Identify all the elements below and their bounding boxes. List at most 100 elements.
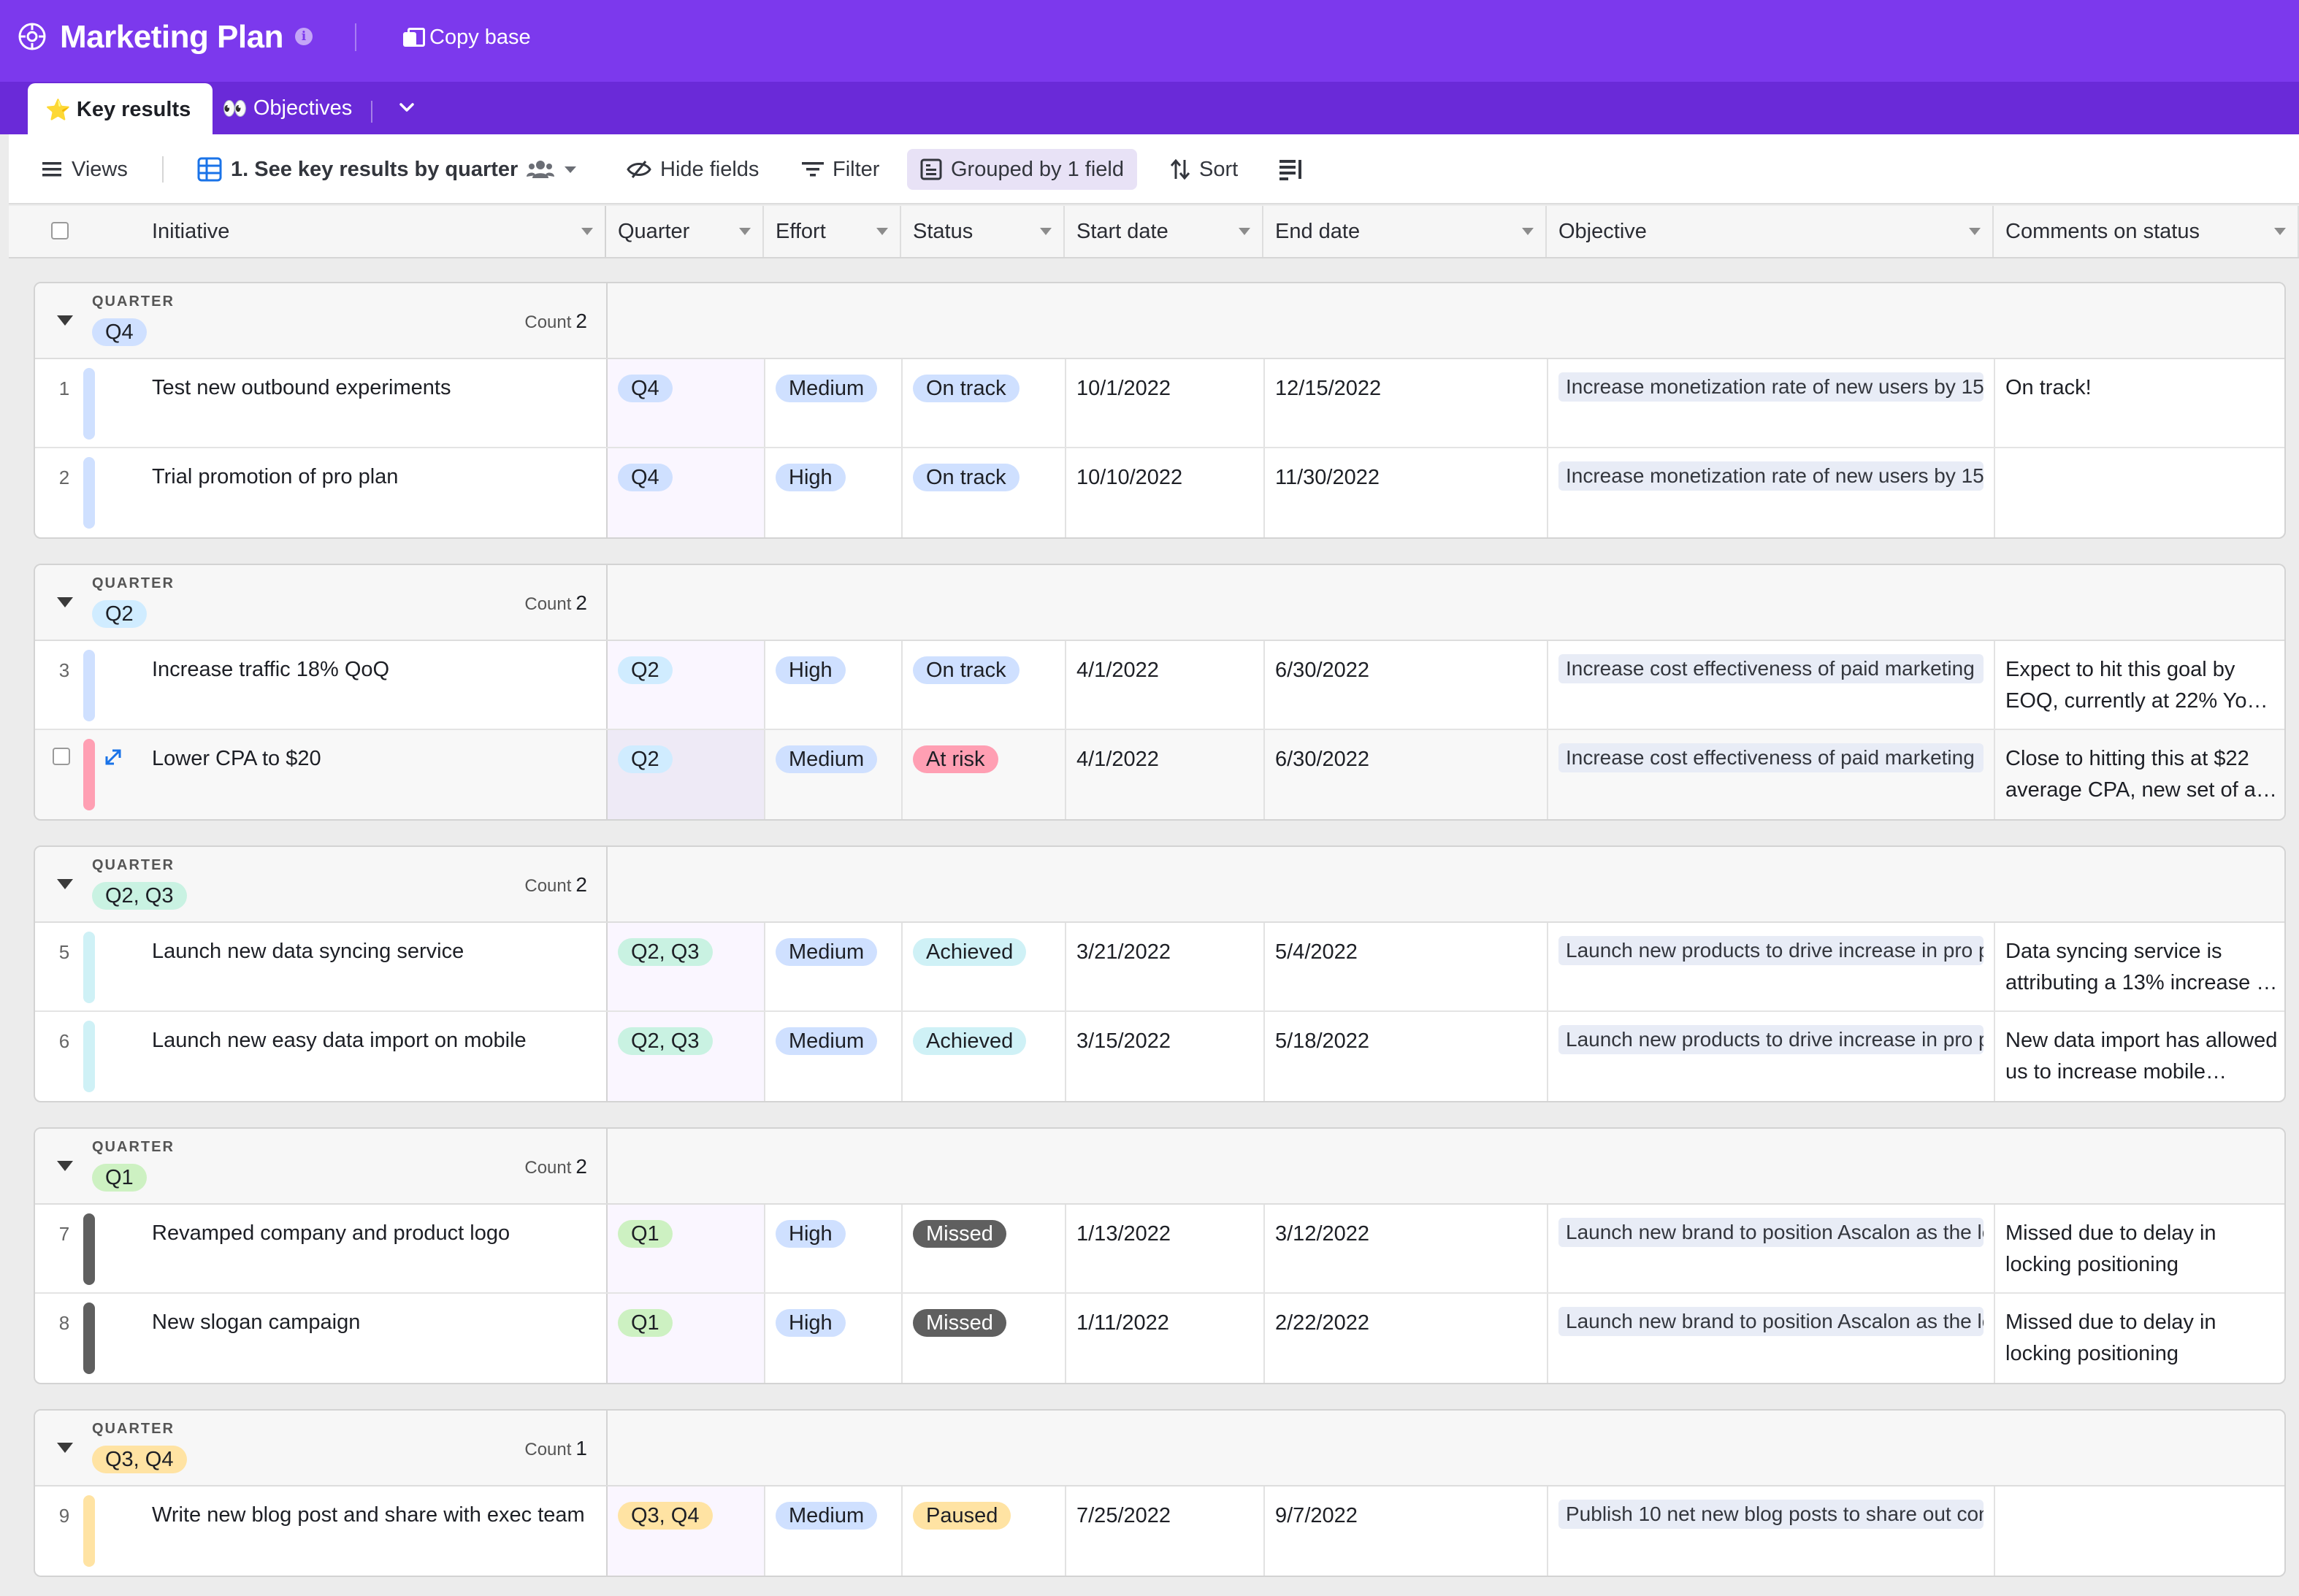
- objective-link[interactable]: Increase cost effectiveness of paid mark…: [1558, 743, 1984, 772]
- cell-status[interactable]: Achieved: [903, 923, 1066, 1010]
- cell-start-date[interactable]: 1/13/2022: [1066, 1205, 1265, 1292]
- row-checkbox[interactable]: [53, 748, 70, 765]
- cell-initiative[interactable]: 2 Trial promotion of pro plan: [35, 448, 608, 537]
- cell-comments[interactable]: Close to hitting this at $22 average CPA…: [1995, 730, 2284, 819]
- table-row[interactable]: 9 Write new blog post and share with exec…: [35, 1486, 2284, 1576]
- cell-effort[interactable]: High: [765, 1205, 903, 1292]
- cell-end-date[interactable]: 12/15/2022: [1265, 359, 1548, 447]
- cell-objective[interactable]: Increase cost effectiveness of paid mark…: [1548, 730, 1995, 819]
- cell-initiative[interactable]: Lower CPA to $20: [35, 730, 608, 819]
- objective-link[interactable]: Launch new brand to position Ascalon as …: [1558, 1307, 1984, 1336]
- copy-base-button[interactable]: Copy base: [403, 25, 531, 50]
- group-header[interactable]: QUARTER Q3, Q4 Count 1: [35, 1411, 2284, 1486]
- column-end-date[interactable]: End date: [1263, 206, 1547, 257]
- group-header[interactable]: QUARTER Q2, Q3 Count 2: [35, 847, 2284, 923]
- cell-comments[interactable]: Expect to hit this goal by EOQ, currentl…: [1995, 641, 2284, 729]
- base-title[interactable]: Marketing Plan: [60, 19, 283, 55]
- objective-link[interactable]: Increase cost effectiveness of paid mark…: [1558, 654, 1984, 683]
- objective-link[interactable]: Launch new products to drive increase in…: [1558, 1025, 1984, 1054]
- tab-objectives[interactable]: 👀 Objectives: [222, 82, 352, 134]
- cell-comments[interactable]: On track!: [1995, 359, 2284, 447]
- cell-initiative[interactable]: 3 Increase traffic 18% QoQ: [35, 641, 608, 729]
- objective-link[interactable]: Increase monetization rate of new users …: [1558, 372, 1984, 402]
- sort-button[interactable]: Sort: [1170, 149, 1238, 190]
- objective-link[interactable]: Publish 10 net new blog posts to share o…: [1558, 1500, 1984, 1529]
- cell-start-date[interactable]: 10/10/2022: [1066, 448, 1265, 537]
- column-menu-icon[interactable]: [1239, 228, 1250, 235]
- cell-status[interactable]: Paused: [903, 1486, 1066, 1576]
- column-comments[interactable]: Comments on status: [1994, 206, 2299, 257]
- collapse-caret-icon[interactable]: [57, 1443, 73, 1453]
- cell-effort[interactable]: High: [765, 1294, 903, 1383]
- cell-objective[interactable]: Launch new products to drive increase in…: [1548, 923, 1995, 1010]
- column-menu-icon[interactable]: [2274, 228, 2286, 235]
- cell-status[interactable]: On track: [903, 641, 1066, 729]
- cell-quarter[interactable]: Q4: [608, 359, 765, 447]
- column-status[interactable]: Status: [901, 206, 1065, 257]
- objective-link[interactable]: Launch new brand to position Ascalon as …: [1558, 1218, 1984, 1247]
- cell-quarter[interactable]: Q2, Q3: [608, 923, 765, 1010]
- chevron-down-icon[interactable]: [394, 95, 419, 120]
- column-menu-icon[interactable]: [876, 228, 888, 235]
- cell-end-date[interactable]: 11/30/2022: [1265, 448, 1548, 537]
- group-button[interactable]: Grouped by 1 field: [907, 149, 1137, 190]
- cell-quarter[interactable]: Q1: [608, 1294, 765, 1383]
- cell-comments[interactable]: [1995, 448, 2284, 537]
- cell-comments[interactable]: [1995, 1486, 2284, 1576]
- cell-status[interactable]: Missed: [903, 1294, 1066, 1383]
- cell-comments[interactable]: Missed due to delay in locking positioni…: [1995, 1294, 2284, 1383]
- column-start-date[interactable]: Start date: [1065, 206, 1263, 257]
- cell-initiative[interactable]: 8 New slogan campaign: [35, 1294, 608, 1383]
- column-menu-icon[interactable]: [581, 228, 593, 235]
- cell-initiative[interactable]: 1 Test new outbound experiments: [35, 359, 608, 447]
- cell-objective[interactable]: Publish 10 net new blog posts to share o…: [1548, 1486, 1995, 1576]
- tab-key-results[interactable]: ⭐ Key results: [28, 83, 213, 136]
- cell-status[interactable]: On track: [903, 448, 1066, 537]
- base-logo-icon[interactable]: [18, 22, 47, 51]
- cell-effort[interactable]: Medium: [765, 730, 903, 819]
- cell-quarter[interactable]: Q2: [608, 730, 765, 819]
- cell-objective[interactable]: Launch new products to drive increase in…: [1548, 1012, 1995, 1101]
- views-button[interactable]: Views: [42, 149, 128, 190]
- cell-effort[interactable]: High: [765, 641, 903, 729]
- cell-end-date[interactable]: 3/12/2022: [1265, 1205, 1548, 1292]
- cell-status[interactable]: Achieved: [903, 1012, 1066, 1101]
- cell-end-date[interactable]: 6/30/2022: [1265, 730, 1548, 819]
- cell-effort[interactable]: Medium: [765, 1012, 903, 1101]
- cell-objective[interactable]: Increase cost effectiveness of paid mark…: [1548, 641, 1995, 729]
- group-header[interactable]: QUARTER Q1 Count 2: [35, 1129, 2284, 1205]
- cell-start-date[interactable]: 3/21/2022: [1066, 923, 1265, 1010]
- cell-quarter[interactable]: Q3, Q4: [608, 1486, 765, 1576]
- cell-start-date[interactable]: 3/15/2022: [1066, 1012, 1265, 1101]
- cell-effort[interactable]: Medium: [765, 923, 903, 1010]
- select-all-checkbox[interactable]: [51, 222, 69, 239]
- cell-objective[interactable]: Increase monetization rate of new users …: [1548, 448, 1995, 537]
- collapse-caret-icon[interactable]: [57, 879, 73, 889]
- cell-quarter[interactable]: Q2: [608, 641, 765, 729]
- table-row[interactable]: 2 Trial promotion of pro plan Q4 High On tra…: [35, 448, 2284, 537]
- row-height-button[interactable]: [1279, 149, 1303, 190]
- cell-end-date[interactable]: 5/18/2022: [1265, 1012, 1548, 1101]
- cell-start-date[interactable]: 1/11/2022: [1066, 1294, 1265, 1383]
- cell-quarter[interactable]: Q2, Q3: [608, 1012, 765, 1101]
- cell-start-date[interactable]: 4/1/2022: [1066, 730, 1265, 819]
- cell-effort[interactable]: Medium: [765, 1486, 903, 1576]
- cell-status[interactable]: At risk: [903, 730, 1066, 819]
- cell-end-date[interactable]: 9/7/2022: [1265, 1486, 1548, 1576]
- collapse-caret-icon[interactable]: [57, 315, 73, 326]
- collapse-caret-icon[interactable]: [57, 597, 73, 607]
- table-row[interactable]: Lower CPA to $20 Q2 Medium At risk 4/1/2022 6…: [35, 730, 2284, 819]
- table-row[interactable]: 6 Launch new easy data import on mobile Q2…: [35, 1012, 2284, 1101]
- cell-start-date[interactable]: 10/1/2022: [1066, 359, 1265, 447]
- column-effort[interactable]: Effort: [764, 206, 901, 257]
- filter-button[interactable]: Filter: [802, 149, 879, 190]
- cell-quarter[interactable]: Q4: [608, 448, 765, 537]
- cell-end-date[interactable]: 2/22/2022: [1265, 1294, 1548, 1383]
- cell-initiative[interactable]: 5 Launch new data syncing service: [35, 923, 608, 1010]
- column-menu-icon[interactable]: [739, 228, 751, 235]
- cell-effort[interactable]: High: [765, 448, 903, 537]
- cell-comments[interactable]: Missed due to delay in locking positioni…: [1995, 1205, 2284, 1292]
- cell-quarter[interactable]: Q1: [608, 1205, 765, 1292]
- objective-link[interactable]: Increase monetization rate of new users …: [1558, 461, 1984, 491]
- view-switcher[interactable]: 1. See key results by quarter: [197, 149, 578, 190]
